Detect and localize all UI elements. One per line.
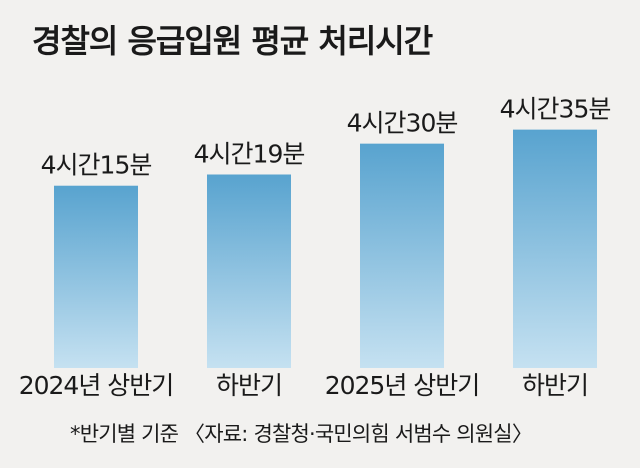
chart-title: 경찰의 응급입원 평균 처리시간 xyxy=(32,22,433,60)
value-label-2: 4시간19분 xyxy=(194,140,305,169)
value-label-4: 4시간35분 xyxy=(500,95,611,124)
bar-3 xyxy=(360,143,444,368)
value-label-3: 4시간30분 xyxy=(347,109,458,138)
source-note: *반기별 기준 〈자료: 경찰청·국민의힘 서범수 의원실〉 xyxy=(70,422,533,446)
category-label-4: 하반기 xyxy=(522,371,588,400)
bar-1 xyxy=(54,185,138,368)
category-label-3: 2025년 상반기 xyxy=(325,371,480,400)
value-label-1: 4시간15분 xyxy=(41,151,152,180)
category-label-1: 2024년 상반기 xyxy=(19,371,174,400)
bar-4 xyxy=(513,129,597,368)
bar-2 xyxy=(207,174,291,368)
category-label-2: 하반기 xyxy=(216,371,282,400)
